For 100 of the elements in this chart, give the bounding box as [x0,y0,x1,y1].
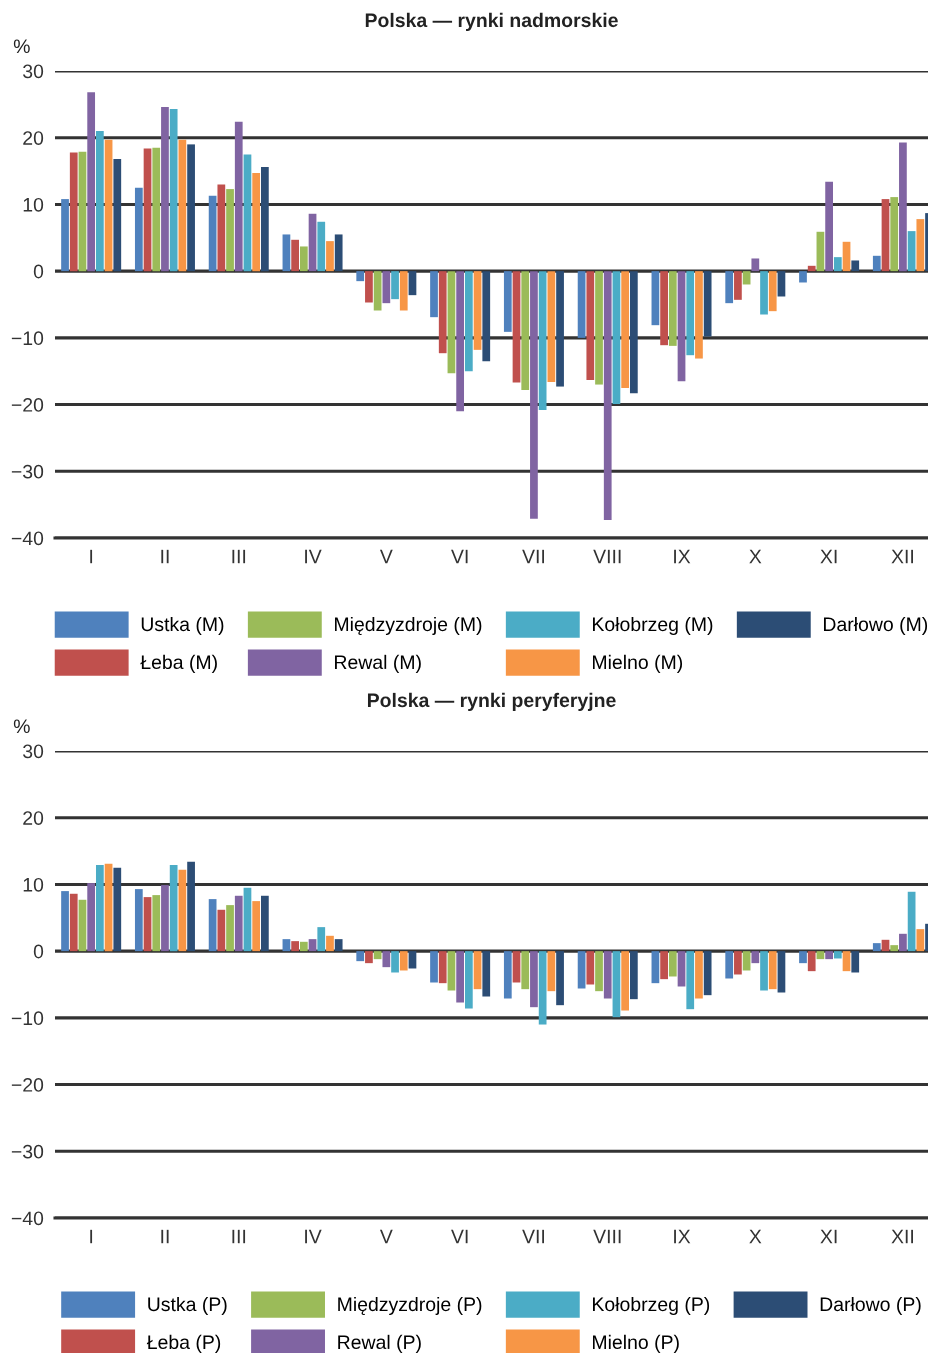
bar [538,951,547,1025]
bar [851,951,860,973]
bar [595,271,603,385]
bar [104,139,113,272]
bar [365,271,373,303]
bar [234,121,243,272]
y-tick-label: −30 [11,464,44,479]
bar [799,271,807,283]
x-tick-label: V [379,1229,393,1244]
bar [78,151,87,272]
bar [482,271,491,362]
bar [621,271,630,388]
bar [291,239,299,272]
y-tick-label: −10 [11,331,44,346]
bar [503,951,512,999]
bar [382,271,391,304]
legend-label: Darłowo (M) [823,616,928,636]
bar [695,271,703,359]
bar [261,167,269,272]
x-tick-label: VI [451,549,468,564]
bar [586,951,595,985]
bar [907,891,916,952]
bar [807,265,816,272]
bar [725,951,734,979]
bar [760,271,768,315]
bar [178,139,187,272]
bar [595,951,603,992]
bar [382,951,391,968]
y-tick-label: 0 [33,264,44,279]
bar [677,271,686,382]
bar [438,951,447,984]
legend-label: Łeba (P) [146,1334,221,1353]
bar [651,951,660,984]
bar [660,951,668,980]
bar [261,895,269,952]
bar [299,941,308,952]
bar [408,271,417,296]
bar [178,869,187,952]
bar [473,951,482,990]
bar [668,951,677,977]
bar [521,271,530,390]
bar [69,893,78,952]
x-tick-label: XI [820,1229,837,1244]
bar [252,901,261,952]
bar [356,951,365,962]
y-tick-label: 20 [23,811,44,825]
bar [668,271,677,346]
bar [677,951,686,987]
bar [703,951,712,996]
bar [686,951,695,1010]
bar [768,271,777,312]
bar [143,897,152,952]
bar [629,271,638,394]
bar [899,142,907,272]
bar [282,939,291,952]
y-tick-label: 20 [23,131,44,145]
bar [816,951,825,960]
bar [152,895,161,952]
bar [807,951,816,972]
bar [78,899,87,952]
bar [686,271,695,356]
bar [152,147,161,272]
bar [169,109,178,272]
bar [87,92,96,272]
y-tick-label: −30 [11,1144,44,1159]
bar [161,885,169,952]
bar [695,951,703,999]
bar [69,152,78,272]
bar [512,271,521,383]
x-tick-label: VII [522,1229,545,1244]
bar [326,935,334,952]
x-tick-label: II [161,549,169,564]
bar [833,257,842,272]
bar [252,173,261,272]
bar [651,271,660,326]
bar [660,271,668,346]
bar [308,939,317,952]
legend-label: Łeba (M) [140,654,217,673]
bar [872,255,881,272]
bar [161,107,169,272]
bar [391,271,399,300]
bar [760,951,768,991]
bar [373,951,382,960]
bar [217,184,226,272]
bar [208,899,217,952]
bar [243,887,252,952]
x-tick-label: IV [305,1229,322,1244]
bar [226,189,234,272]
y-tick-label: −20 [11,1078,44,1092]
bar [577,951,586,989]
bar [768,951,777,990]
x-tick-label: IX [674,549,691,564]
x-tick-label: XI [820,549,837,564]
bar [833,951,842,959]
chart-title: Polska — rynki peryferyjne [367,692,616,711]
y-tick-label: −40 [11,1211,44,1226]
bar [482,951,491,997]
bar [430,271,438,318]
x-tick-label: IX [674,1229,691,1244]
y-tick-label: −10 [11,1011,44,1026]
